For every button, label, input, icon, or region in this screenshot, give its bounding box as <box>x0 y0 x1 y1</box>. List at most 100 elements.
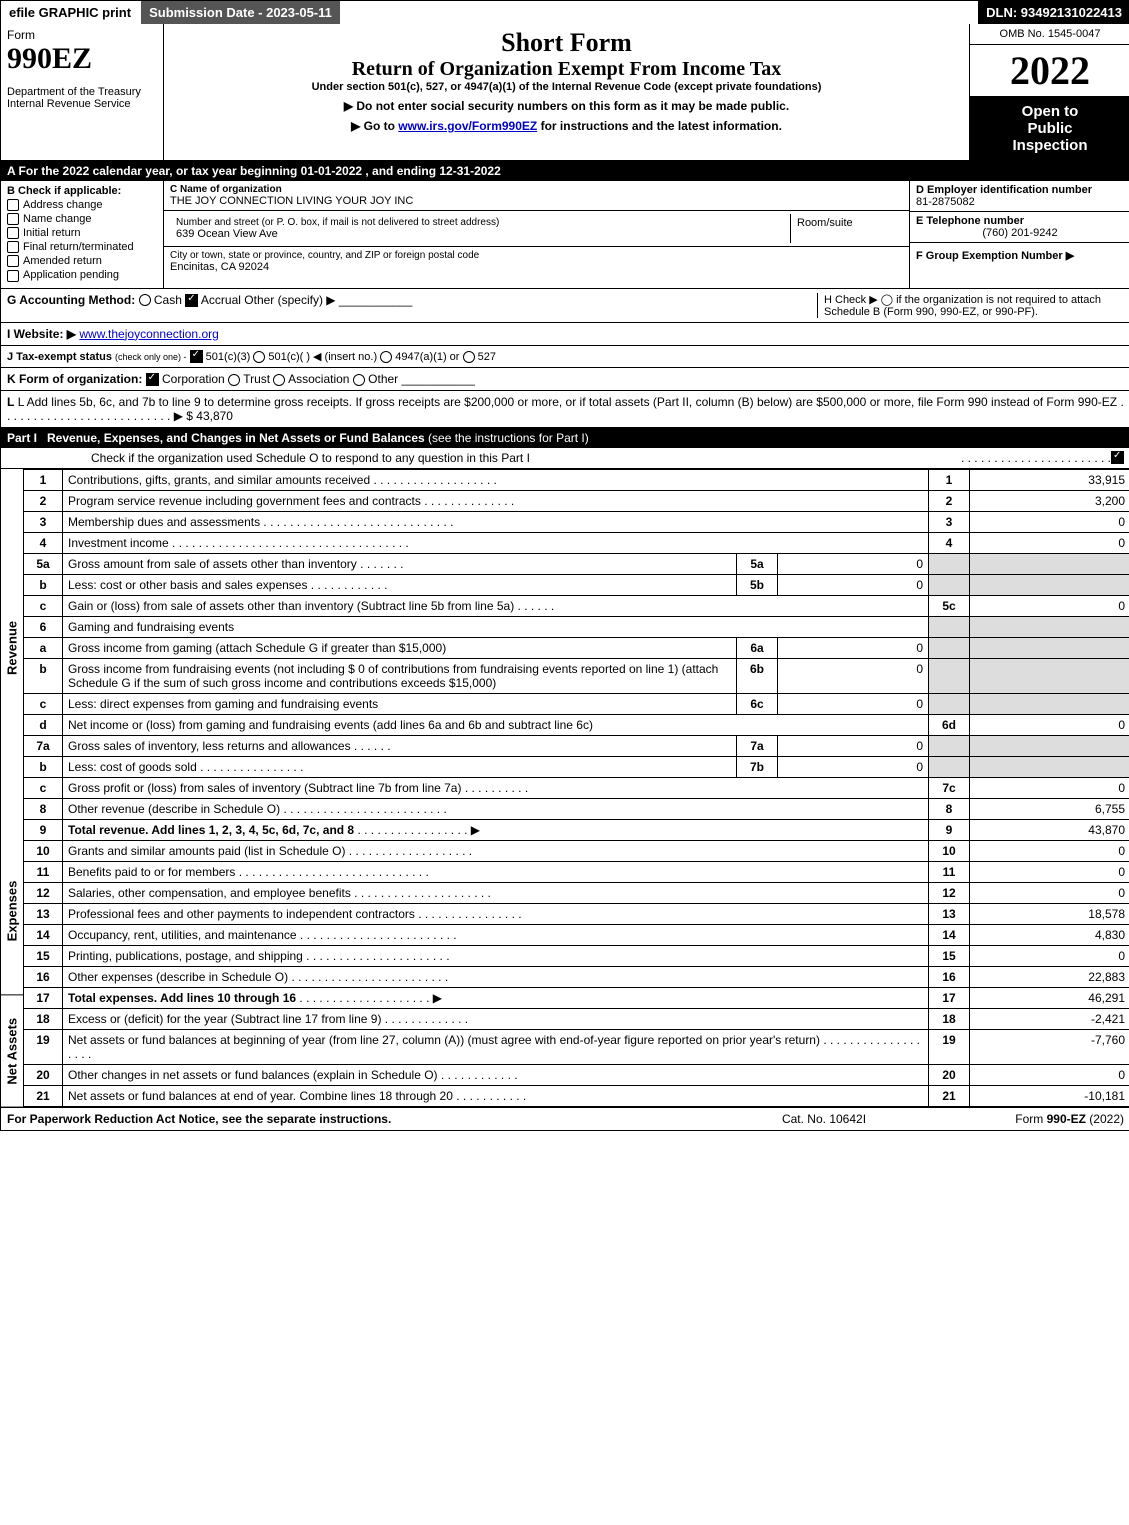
row-9: 9Total revenue. Add lines 1, 2, 3, 4, 5c… <box>24 820 1129 841</box>
footer-cat-no: Cat. No. 10642I <box>724 1112 924 1126</box>
instruction-1: ▶ Do not enter social security numbers o… <box>170 99 963 113</box>
column-c: C Name of organization THE JOY CONNECTIO… <box>164 181 910 288</box>
top-bar: efile GRAPHIC print Submission Date - 20… <box>1 1 1129 24</box>
dept-line-2: Internal Revenue Service <box>7 98 157 110</box>
row-5c: cGain or (loss) from sale of assets othe… <box>24 596 1129 617</box>
row-7a: 7aGross sales of inventory, less returns… <box>24 736 1129 757</box>
line-g-h: G Accounting Method: Cash Accrual Other … <box>1 289 1129 323</box>
row-3: 3Membership dues and assessments . . . .… <box>24 512 1129 533</box>
row-8: 8Other revenue (describe in Schedule O) … <box>24 799 1129 820</box>
efile-label: efile GRAPHIC print <box>1 1 141 24</box>
chk-final-return[interactable]: Final return/terminated <box>7 241 157 253</box>
gross-receipts: $ 43,870 <box>186 409 233 423</box>
city-state-zip: Encinitas, CA 92024 <box>170 261 903 273</box>
form-container: efile GRAPHIC print Submission Date - 20… <box>0 0 1129 1131</box>
row-6: 6Gaming and fundraising events <box>24 617 1129 638</box>
row-12: 12Salaries, other compensation, and empl… <box>24 883 1129 904</box>
website-link[interactable]: www.thejoyconnection.org <box>79 327 218 341</box>
form-code: 990EZ <box>7 42 157 76</box>
row-6c: cLess: direct expenses from gaming and f… <box>24 694 1129 715</box>
omb-number: OMB No. 1545-0047 <box>970 24 1129 45</box>
chk-501c3[interactable] <box>190 350 203 363</box>
phone-row: E Telephone number (760) 201-9242 <box>910 212 1129 243</box>
chk-4947[interactable] <box>380 351 392 363</box>
radio-cash[interactable] <box>139 294 151 306</box>
row-16: 16Other expenses (describe in Schedule O… <box>24 967 1129 988</box>
chk-initial-return[interactable]: Initial return <box>7 227 157 239</box>
group-exemption: F Group Exemption Number ▶ <box>910 243 1129 268</box>
row-6a: aGross income from gaming (attach Schedu… <box>24 638 1129 659</box>
row-4: 4Investment income . . . . . . . . . . .… <box>24 533 1129 554</box>
line-h: H Check ▶ ◯ if the organization is not r… <box>817 293 1124 318</box>
row-6d: dNet income or (loss) from gaming and fu… <box>24 715 1129 736</box>
chk-527[interactable] <box>463 351 475 363</box>
chk-address-change[interactable]: Address change <box>7 199 157 211</box>
main-data-grid: Revenue Expenses Net Assets 1Contributio… <box>1 469 1129 1107</box>
dln-label: DLN: 93492131022413 <box>978 1 1129 24</box>
tax-year: 2022 <box>970 45 1129 97</box>
column-b: B Check if applicable: Address change Na… <box>1 181 164 288</box>
row-5b: bLess: cost or other basis and sales exp… <box>24 575 1129 596</box>
radio-accrual[interactable] <box>185 294 198 307</box>
header-left: Form 990EZ Department of the Treasury In… <box>1 24 164 160</box>
chk-application-pending[interactable]: Application pending <box>7 269 157 281</box>
chk-501c[interactable] <box>253 351 265 363</box>
row-1: 1Contributions, gifts, grants, and simil… <box>24 470 1129 491</box>
line-j: J Tax-exempt status (check only one) - 5… <box>1 346 1129 369</box>
instruction-2: ▶ Go to www.irs.gov/Form990EZ for instru… <box>170 119 963 133</box>
city-row: City or town, state or province, country… <box>164 247 909 276</box>
schedule-o-check: Check if the organization used Schedule … <box>1 448 1129 469</box>
row-13: 13Professional fees and other payments t… <box>24 904 1129 925</box>
submission-date: Submission Date - 2023-05-11 <box>141 1 342 24</box>
phone-value: (760) 201-9242 <box>916 227 1124 239</box>
chk-name-change[interactable]: Name change <box>7 213 157 225</box>
row-14: 14Occupancy, rent, utilities, and mainte… <box>24 925 1129 946</box>
header-row: Form 990EZ Department of the Treasury In… <box>1 24 1129 161</box>
side-revenue: Revenue <box>1 469 23 826</box>
chk-amended-return[interactable]: Amended return <box>7 255 157 267</box>
row-10: 10Grants and similar amounts paid (list … <box>24 841 1129 862</box>
irs-link[interactable]: www.irs.gov/Form990EZ <box>398 119 537 133</box>
chk-corporation[interactable] <box>146 373 159 386</box>
chk-trust[interactable] <box>228 374 240 386</box>
room-suite: Room/suite <box>791 214 903 243</box>
street-address: 639 Ocean View Ave <box>176 228 784 240</box>
row-17: 17Total expenses. Add lines 10 through 1… <box>24 988 1129 1009</box>
row-2: 2Program service revenue including gover… <box>24 491 1129 512</box>
side-netassets: Net Assets <box>1 995 23 1108</box>
footer: For Paperwork Reduction Act Notice, see … <box>1 1107 1129 1130</box>
footer-left: For Paperwork Reduction Act Notice, see … <box>7 1112 724 1126</box>
row-15: 15Printing, publications, postage, and s… <box>24 946 1129 967</box>
form-word: Form <box>7 28 157 42</box>
line-i: I Website: ▶ www.thejoyconnection.org <box>1 323 1129 346</box>
row-6b: bGross income from fundraising events (n… <box>24 659 1129 694</box>
side-expenses: Expenses <box>1 827 23 995</box>
chk-schedule-o[interactable] <box>1111 451 1124 464</box>
line-a: A For the 2022 calendar year, or tax yea… <box>1 161 1129 181</box>
footer-form-ref: Form 990-EZ (2022) <box>924 1112 1124 1126</box>
part-1-header: Part I Revenue, Expenses, and Changes in… <box>1 428 1129 448</box>
revenue-table: 1Contributions, gifts, grants, and simil… <box>24 469 1129 1107</box>
row-5a: 5aGross amount from sale of assets other… <box>24 554 1129 575</box>
row-11: 11Benefits paid to or for members . . . … <box>24 862 1129 883</box>
short-form-title: Short Form <box>170 28 963 58</box>
section-bcd: B Check if applicable: Address change Na… <box>1 181 1129 289</box>
section-b-title: B Check if applicable: <box>7 185 157 197</box>
subtitle: Under section 501(c), 527, or 4947(a)(1)… <box>170 81 963 93</box>
row-7c: cGross profit or (loss) from sales of in… <box>24 778 1129 799</box>
row-7b: bLess: cost of goods sold . . . . . . . … <box>24 757 1129 778</box>
main-title: Return of Organization Exempt From Incom… <box>170 58 963 81</box>
header-center: Short Form Return of Organization Exempt… <box>164 24 970 160</box>
row-20: 20Other changes in net assets or fund ba… <box>24 1065 1129 1086</box>
chk-other-org[interactable] <box>353 374 365 386</box>
row-18: 18Excess or (deficit) for the year (Subt… <box>24 1009 1129 1030</box>
row-19: 19Net assets or fund balances at beginni… <box>24 1030 1129 1065</box>
chk-association[interactable] <box>273 374 285 386</box>
line-k: K Form of organization: Corporation Trus… <box>1 368 1129 391</box>
ein-row: D Employer identification number 81-2875… <box>910 181 1129 212</box>
dept-line-1: Department of the Treasury <box>7 86 157 98</box>
side-labels: Revenue Expenses Net Assets <box>1 469 24 1107</box>
row-21: 21Net assets or fund balances at end of … <box>24 1086 1129 1107</box>
org-name: THE JOY CONNECTION LIVING YOUR JOY INC <box>170 195 903 207</box>
org-name-row: C Name of organization THE JOY CONNECTIO… <box>164 181 909 211</box>
